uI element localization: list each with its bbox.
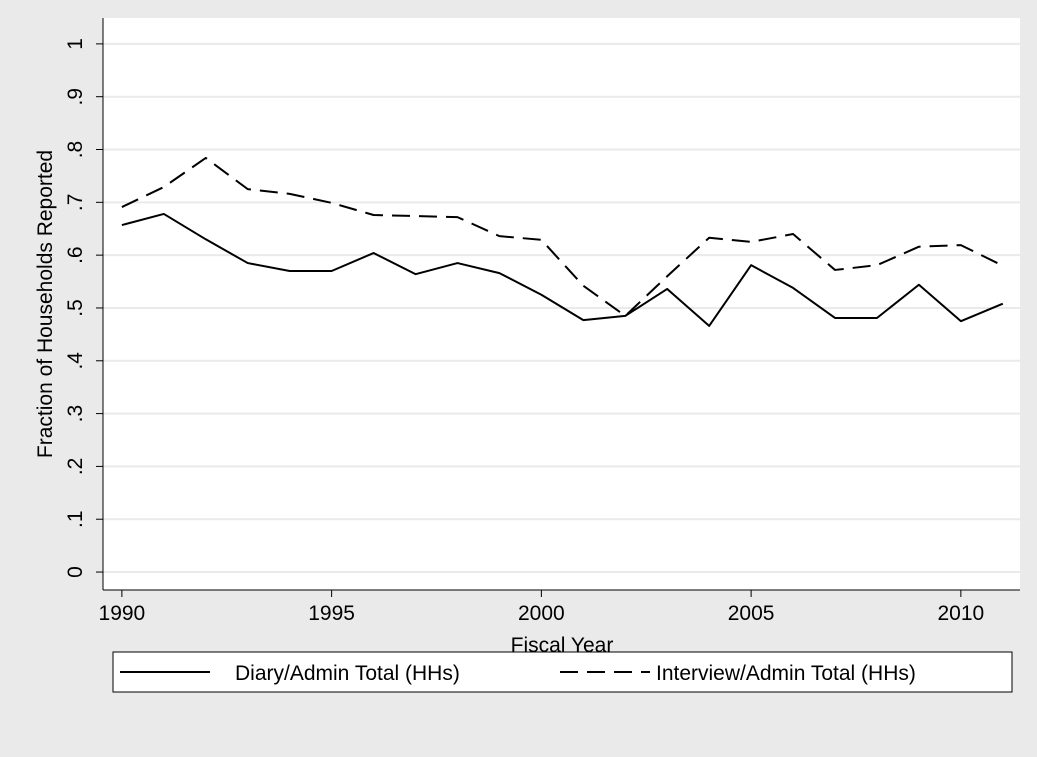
x-tick-label: 2000 bbox=[518, 602, 565, 625]
y-tick-label: .9 bbox=[64, 88, 87, 106]
y-tick-label: .5 bbox=[64, 299, 87, 317]
y-tick-label: .3 bbox=[64, 405, 87, 423]
data-line bbox=[121, 212, 1004, 327]
legend-label: Interview/Admin Total (HHs) bbox=[656, 662, 916, 685]
y-tick-label: .6 bbox=[64, 246, 87, 264]
y-tick-label: 1 bbox=[64, 38, 87, 50]
x-tick-label: 1990 bbox=[99, 602, 146, 625]
x-tick-label: 1995 bbox=[308, 602, 355, 625]
y-tick-label: .8 bbox=[64, 141, 87, 159]
legend-label: Diary/Admin Total (HHs) bbox=[235, 662, 460, 685]
x-axis-title: Fiscal Year bbox=[511, 634, 614, 657]
x-tick-label: 2005 bbox=[728, 602, 775, 625]
x-tick-label: 2010 bbox=[937, 602, 984, 625]
y-axis-title: Fraction of Households Reported bbox=[34, 150, 57, 458]
y-tick-label: .2 bbox=[64, 458, 87, 476]
y-tick-label: .1 bbox=[64, 510, 87, 528]
data-line bbox=[121, 156, 1004, 317]
y-tick-label: 0 bbox=[64, 566, 87, 578]
y-tick-label: .7 bbox=[64, 194, 87, 212]
y-tick-label: .4 bbox=[64, 352, 87, 370]
plot-area bbox=[103, 18, 1020, 590]
